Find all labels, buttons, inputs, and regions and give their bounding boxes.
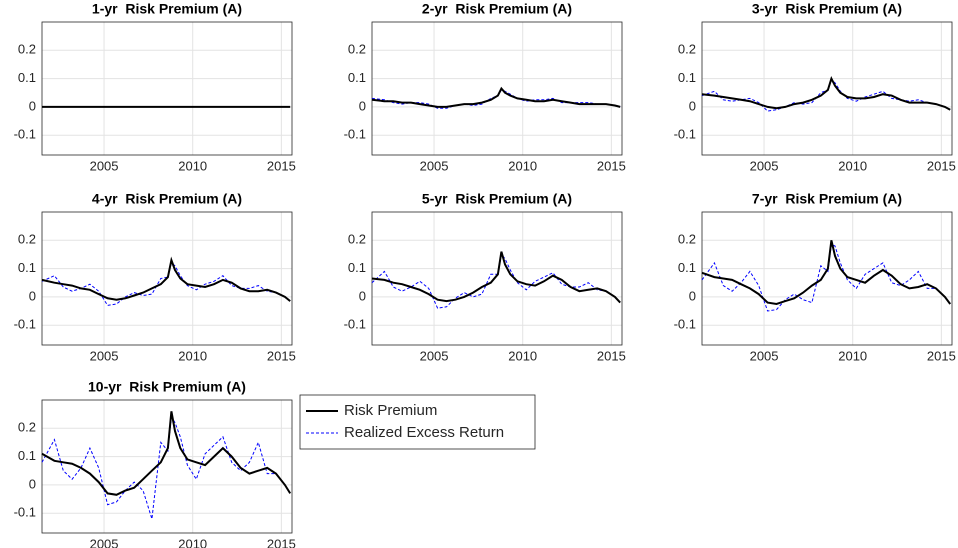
y-tick-label: -0.1 [344,127,366,142]
y-tick-label: -0.1 [14,317,36,332]
chart-title: 4-yr Risk Premium (A) [92,191,242,207]
y-tick-label: 0.1 [18,448,36,463]
y-tick-label: 0 [689,288,696,303]
chart-title: 2-yr Risk Premium (A) [422,1,572,17]
chart-title: 10-yr Risk Premium (A) [88,379,246,395]
plot-area [42,22,292,155]
plot-area [42,400,292,533]
y-tick-label: 0.2 [348,232,366,247]
y-tick-label: 0.2 [18,232,36,247]
y-tick-label: 0 [29,476,36,491]
x-tick-label: 2015 [597,158,626,173]
x-tick-label: 2015 [597,348,626,363]
legend-label: Risk Premium [344,402,437,419]
x-tick-label: 2005 [90,348,119,363]
legend-label: Realized Excess Return [344,424,504,441]
x-tick-label: 2005 [90,536,119,548]
y-tick-label: 0.1 [348,260,366,275]
x-tick-label: 2010 [508,348,537,363]
x-tick-label: 2015 [927,348,956,363]
x-tick-label: 2010 [178,158,207,173]
x-tick-label: 2015 [267,158,296,173]
y-tick-label: 0.1 [678,70,696,85]
y-tick-label: 0.2 [348,42,366,57]
x-tick-label: 2010 [178,536,207,548]
axes-box [41,399,293,534]
x-tick-label: 2005 [90,158,119,173]
chart-title: 5-yr Risk Premium (A) [422,191,572,207]
axes-box [371,21,623,156]
plot-area [372,22,622,155]
y-tick-label: -0.1 [344,317,366,332]
y-tick-label: 0.2 [678,42,696,57]
series-line [41,411,292,496]
x-tick-label: 2015 [927,158,956,173]
plot-area [372,212,622,345]
series-line [701,75,951,111]
x-tick-label: 2015 [267,348,296,363]
x-tick-label: 2005 [750,158,779,173]
x-tick-label: 2010 [178,348,207,363]
y-tick-label: 0.2 [18,420,36,435]
y-tick-label: -0.1 [674,317,696,332]
y-tick-label: 0.1 [678,260,696,275]
y-tick-label: 0.2 [18,42,36,57]
axes-box [701,21,953,156]
y-tick-label: -0.1 [674,127,696,142]
y-tick-label: 0 [29,98,36,113]
x-tick-label: 2010 [508,158,537,173]
x-tick-label: 2005 [420,158,449,173]
chart-title: 3-yr Risk Premium (A) [752,1,902,17]
y-tick-label: 0.1 [348,70,366,85]
y-tick-label: 0.1 [18,70,36,85]
axes-box [701,211,953,346]
y-tick-label: 0 [29,288,36,303]
legend-box [299,394,536,450]
y-tick-label: -0.1 [14,505,36,520]
x-tick-label: 2010 [838,348,867,363]
series-line [41,256,291,302]
y-tick-label: -0.1 [14,127,36,142]
chart-title: 1-yr Risk Premium (A) [92,1,242,17]
x-tick-label: 2010 [838,158,867,173]
series-line [371,251,621,304]
chart-title: 7-yr Risk Premium (A) [752,191,902,207]
axes-box [41,21,293,156]
y-tick-label: 0.2 [678,232,696,247]
series-line [701,240,952,306]
x-tick-label: 2005 [420,348,449,363]
x-tick-label: 2015 [267,536,296,548]
y-tick-label: 0 [359,288,366,303]
series-line [41,262,291,306]
y-tick-label: 0 [689,98,696,113]
y-tick-label: 0.1 [18,260,36,275]
series-line [371,86,621,108]
x-tick-label: 2005 [750,348,779,363]
plot-area [702,22,952,155]
axes-box [41,211,293,346]
y-tick-label: 0 [359,98,366,113]
